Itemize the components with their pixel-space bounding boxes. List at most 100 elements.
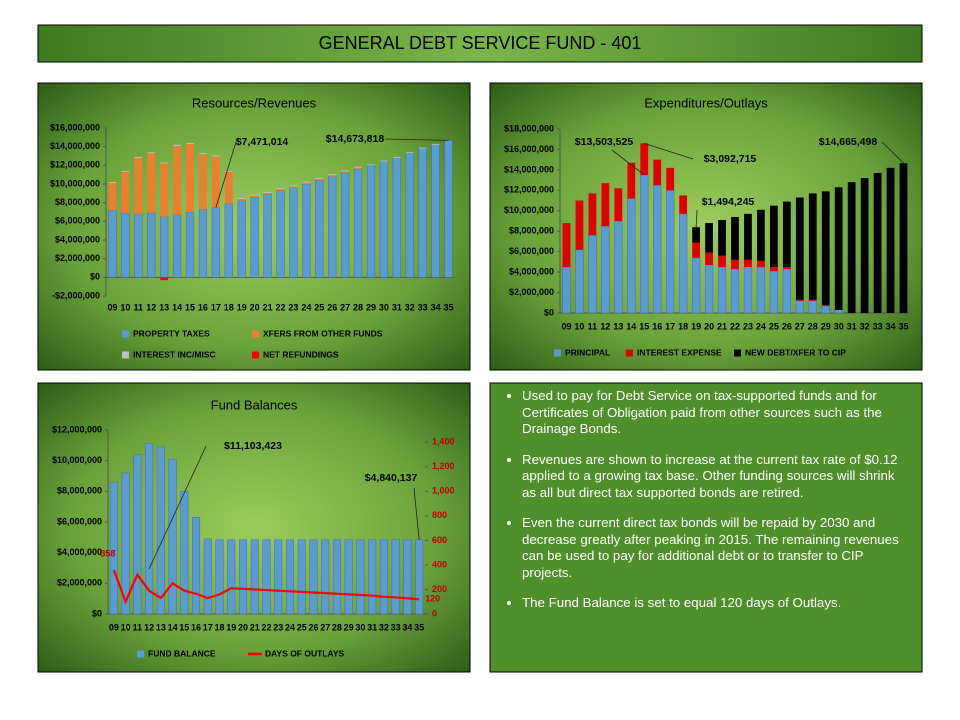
x-tick-label: 11	[134, 302, 144, 312]
legend-marker	[626, 349, 633, 357]
data-label: 120	[425, 594, 440, 604]
x-tick-label: 29	[821, 321, 831, 331]
panel	[489, 382, 923, 673]
x-tick-label: 35	[414, 622, 424, 632]
bar	[418, 148, 427, 278]
x-tick-label: 13	[613, 321, 623, 331]
bar	[405, 152, 414, 278]
leader-line	[881, 141, 904, 164]
bar	[344, 539, 353, 615]
bar	[203, 538, 212, 615]
x-tick-label: 09	[561, 321, 571, 331]
bar	[679, 213, 688, 314]
bar	[145, 443, 154, 615]
y-tick-label: $16,000,000	[504, 144, 554, 154]
y2-tick-label: 1,400	[432, 437, 455, 447]
bullet: Revenues are shown to increase at the cu…	[522, 452, 912, 502]
y-tick-label: $4,000,000	[57, 547, 102, 557]
y-tick-label: $12,000,000	[504, 185, 554, 195]
bar	[276, 189, 285, 191]
bar	[321, 539, 330, 615]
x-tick-label: 32	[379, 622, 389, 632]
bar	[757, 209, 765, 261]
bar	[731, 216, 739, 260]
bar	[224, 170, 233, 172]
bar	[795, 300, 804, 314]
legend-marker	[554, 349, 561, 357]
y-tick-label: $2,000,000	[509, 287, 554, 297]
legend-marker	[252, 330, 259, 338]
bar	[744, 213, 752, 260]
x-tick-label: 10	[574, 321, 584, 331]
bar	[353, 168, 363, 278]
x-tick-label: 15	[185, 302, 195, 312]
bar	[285, 539, 294, 615]
x-tick-label: 31	[392, 302, 402, 312]
x-tick-label: 34	[431, 302, 441, 312]
bar	[679, 195, 688, 214]
legend-marker	[122, 351, 129, 359]
y-tick-label: $18,000,000	[504, 123, 554, 133]
bar	[808, 299, 817, 301]
bar	[211, 156, 220, 208]
x-tick-label: 35	[444, 302, 454, 312]
bar	[718, 219, 726, 256]
x-tick-label: 35	[899, 321, 909, 331]
y-tick-label: $2,000,000	[57, 578, 102, 588]
legend-label: INTEREST EXPENSE	[637, 347, 722, 357]
x-tick-label: 10	[121, 622, 131, 632]
bar	[186, 142, 194, 144]
x-tick-label: 11	[588, 321, 598, 331]
bar	[653, 159, 662, 186]
legend-label: NET REFUNDINGS	[263, 349, 339, 359]
bar	[770, 205, 778, 267]
x-tick-label: 13	[159, 302, 169, 312]
chart-title: Expenditures/Outlays	[644, 95, 768, 110]
bar	[415, 539, 424, 615]
annotation: $1,494,245	[702, 196, 755, 208]
x-tick-label: 09	[109, 622, 119, 632]
bar	[834, 187, 843, 310]
x-tick-label: 24	[301, 302, 311, 312]
bullet: Used to pay for Debt Service on tax-supp…	[522, 388, 912, 438]
x-tick-label: 33	[873, 321, 883, 331]
legend-label: DAYS OF OUTLAYS	[265, 648, 345, 658]
bar	[873, 172, 882, 313]
bar	[808, 300, 817, 314]
bar	[160, 162, 169, 164]
bar	[237, 200, 246, 278]
x-tick-label: 16	[652, 321, 662, 331]
bar	[309, 539, 318, 615]
bar	[108, 183, 117, 211]
bar	[263, 194, 272, 278]
x-tick-label: 18	[224, 302, 234, 312]
bar	[199, 153, 207, 155]
bar	[431, 144, 440, 278]
bar	[156, 446, 165, 615]
bar	[705, 223, 713, 253]
y2-tick-label: 1,200	[432, 461, 455, 471]
leader-line	[215, 141, 237, 208]
x-tick-label: 22	[730, 321, 740, 331]
x-tick-label: 16	[191, 622, 201, 632]
bullet: The Fund Balance is set to equal 120 day…	[522, 595, 912, 612]
bar	[199, 154, 207, 210]
x-tick-label: 24	[756, 321, 766, 331]
x-tick-label: 14	[172, 302, 182, 312]
x-tick-label: 22	[275, 302, 285, 312]
x-tick-label: 14	[626, 321, 636, 331]
x-tick-label: 17	[665, 321, 675, 331]
bar	[627, 198, 636, 314]
bar	[418, 147, 427, 149]
bar	[405, 152, 414, 154]
y-tick-label: $4,000,000	[55, 234, 100, 244]
slide-title: GENERAL DEBT SERVICE FUND - 401	[319, 33, 642, 53]
annotation: $14,673,818	[326, 133, 385, 145]
bar	[108, 209, 117, 278]
bar	[379, 161, 389, 278]
bar	[250, 539, 259, 615]
annotation: $11,103,423	[224, 440, 282, 452]
leader-line	[148, 445, 207, 570]
x-tick-label: 21	[263, 302, 273, 312]
